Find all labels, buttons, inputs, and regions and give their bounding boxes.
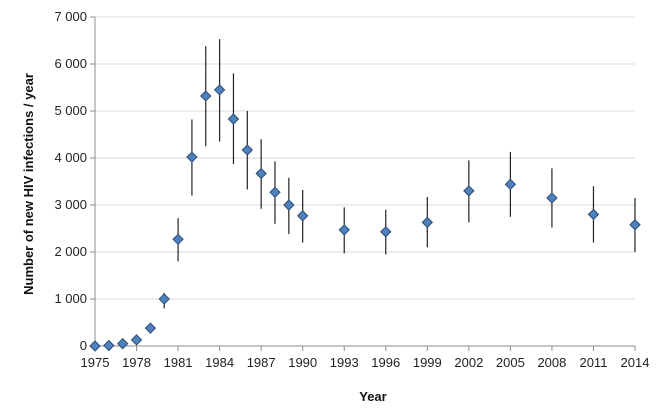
data-point	[380, 226, 392, 238]
x-tick-label: 2011	[579, 355, 607, 370]
data-point	[255, 167, 267, 180]
data-point	[296, 210, 309, 222]
data-point	[504, 178, 517, 191]
y-tick-label: 6 000	[54, 56, 87, 71]
data-point	[283, 199, 295, 211]
data-point	[629, 219, 641, 231]
data-point	[421, 216, 434, 229]
axes	[94, 17, 635, 347]
x-axis-title: Year	[359, 389, 386, 404]
y-tick-label: 2 000	[54, 244, 87, 259]
x-tick-label: 1993	[330, 355, 359, 370]
error-bars	[163, 39, 636, 309]
x-tick-label: 1996	[371, 355, 400, 370]
data-point	[241, 144, 254, 156]
data-point	[227, 113, 240, 125]
data-point	[158, 293, 170, 305]
y-tick-label: 4 000	[54, 150, 87, 165]
data-point	[463, 185, 475, 197]
y-tick-label: 7 000	[54, 9, 87, 24]
data-point	[116, 337, 129, 350]
data-point	[338, 224, 350, 236]
data-point	[89, 340, 101, 352]
x-tick-label: 1987	[247, 355, 276, 370]
x-tick-label: 2008	[537, 355, 566, 370]
x-tick-label: 1975	[81, 355, 110, 370]
data-point	[172, 233, 184, 246]
y-tick-label: 1 000	[54, 291, 87, 306]
y-tick-label: 3 000	[54, 197, 87, 212]
data-point	[144, 322, 157, 334]
x-tick-label: 1984	[205, 355, 234, 370]
data-point	[269, 186, 281, 199]
y-tick-label: 0	[80, 338, 87, 353]
y-tick-label: 5 000	[54, 103, 87, 118]
data-point	[213, 84, 226, 96]
data-point	[186, 151, 198, 163]
data-point	[103, 339, 115, 352]
x-tick-label: 1990	[288, 355, 317, 370]
data-point	[200, 90, 212, 102]
y-axis-title: Number of new HIV infections / year	[21, 73, 36, 295]
x-tick-label: 2014	[621, 355, 650, 370]
data-point	[546, 192, 558, 204]
data-point	[587, 208, 600, 221]
y-ticks: 0 1 000 2 000 3 000 4 000 5 000 6 000 7 000	[54, 9, 95, 353]
data-point	[130, 334, 143, 346]
x-tick-label: 1978	[122, 355, 151, 370]
x-tick-label: 1999	[413, 355, 442, 370]
x-tick-label: 2005	[496, 355, 525, 370]
markers	[89, 84, 641, 352]
x-tick-label: 1981	[164, 355, 193, 370]
grid-lines	[95, 16, 635, 300]
x-ticks: 1975 1978 1981 1984 1987 1990 1993 1996 1999 2002…	[81, 346, 650, 370]
x-tick-label: 2002	[454, 355, 483, 370]
